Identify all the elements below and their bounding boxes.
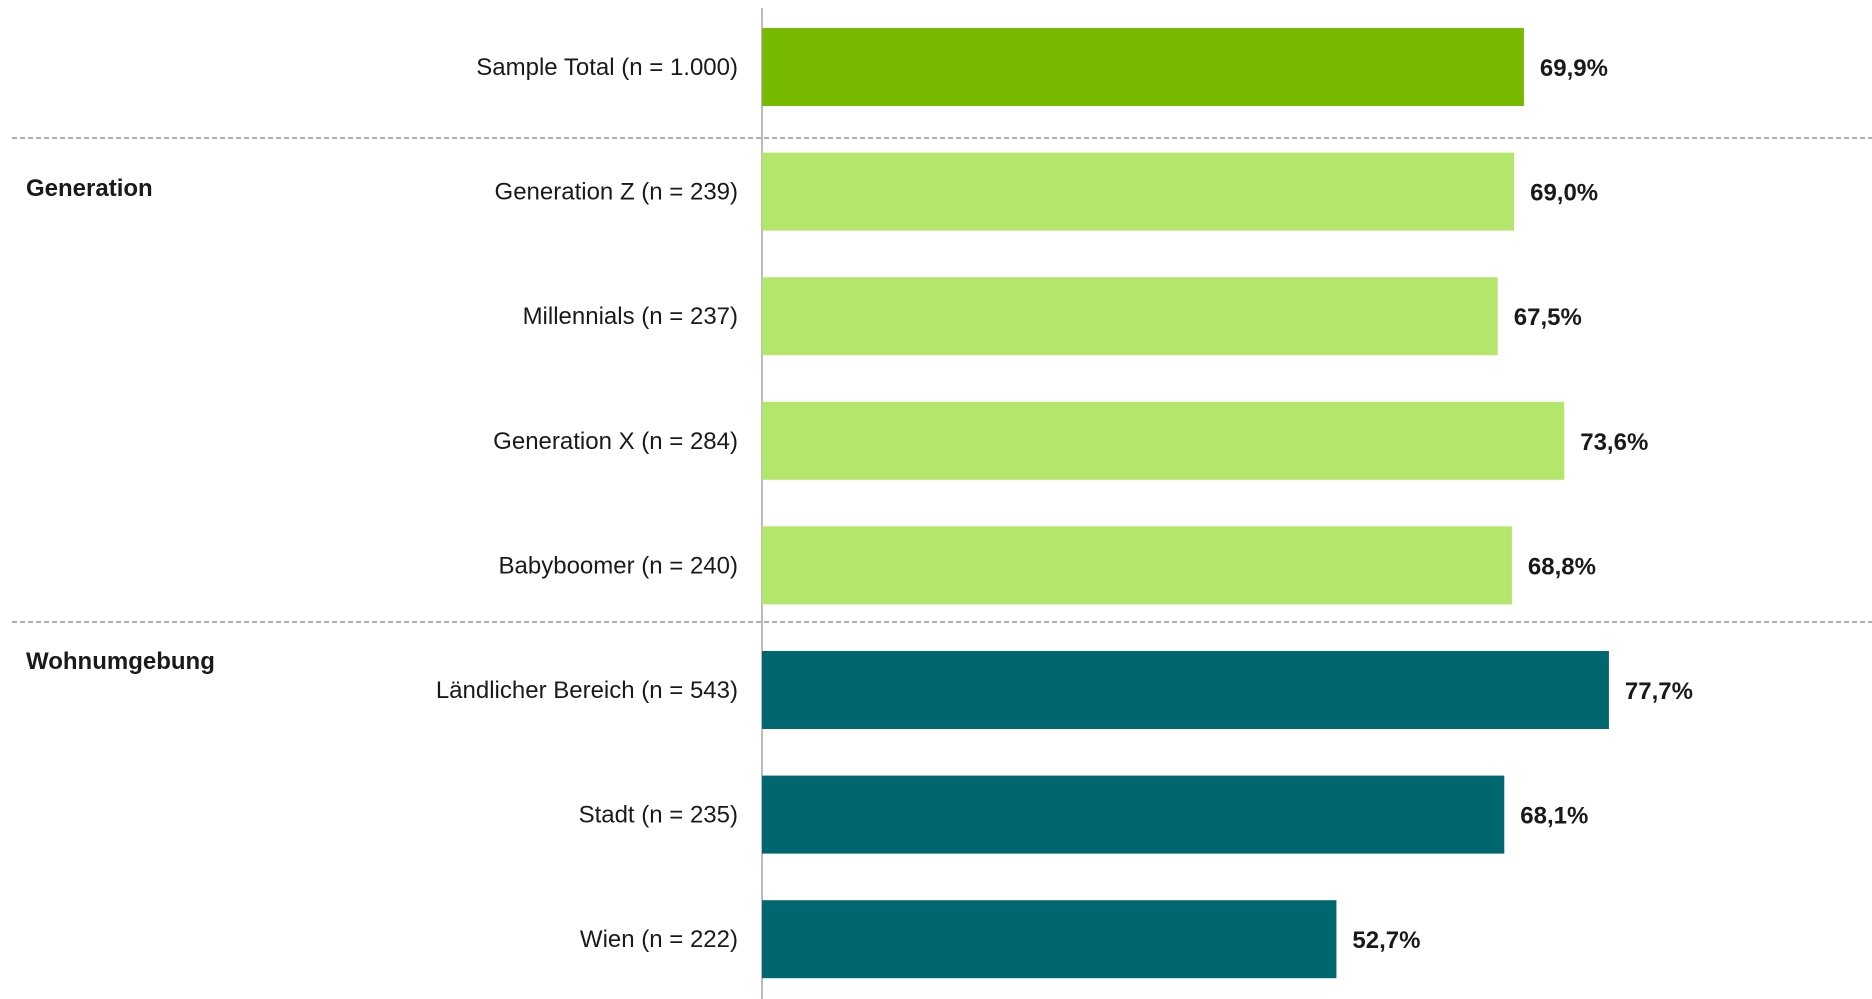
bar (762, 900, 1337, 979)
bar (762, 152, 1515, 231)
category-label: Generation Z (n = 239) (495, 179, 738, 206)
value-label: 69,0% (1530, 180, 1598, 207)
bar (762, 277, 1498, 356)
category-label: Sample Total (n = 1.000) (476, 54, 738, 81)
bars (762, 28, 1609, 979)
value-labels: 69,9% 69,0% 67,5% 73,6% 68,8% 77,7% 68,1% 52,7% (1352, 55, 1693, 954)
value-label: 73,6% (1580, 429, 1648, 456)
group-labels: Generation Wohnumgebung (26, 175, 215, 675)
value-label: 52,7% (1352, 927, 1420, 954)
value-label: 69,9% (1540, 55, 1608, 82)
value-label: 77,7% (1625, 678, 1693, 705)
value-label: 68,1% (1520, 803, 1588, 830)
group-separators (12, 137, 1872, 623)
group-label-generation: Generation (26, 175, 153, 202)
value-label: 68,8% (1528, 553, 1596, 580)
bar (762, 651, 1609, 729)
group-label-wohnumgebung: Wohnumgebung (26, 648, 215, 675)
category-label: Ländlicher Bereich (n = 543) (436, 677, 738, 704)
category-label: Stadt (n = 235) (579, 802, 738, 829)
bar (762, 775, 1505, 854)
bar (762, 526, 1512, 605)
category-labels: Sample Total (n = 1.000) Generation Z (n … (436, 54, 738, 953)
category-label: Generation X (n = 284) (493, 428, 738, 455)
category-label: Millennials (n = 237) (523, 303, 738, 330)
bar (762, 401, 1565, 480)
category-label: Wien (n = 222) (580, 926, 738, 953)
category-label: Babyboomer (n = 240) (499, 552, 738, 579)
value-label: 67,5% (1514, 304, 1582, 331)
bar (762, 28, 1524, 106)
